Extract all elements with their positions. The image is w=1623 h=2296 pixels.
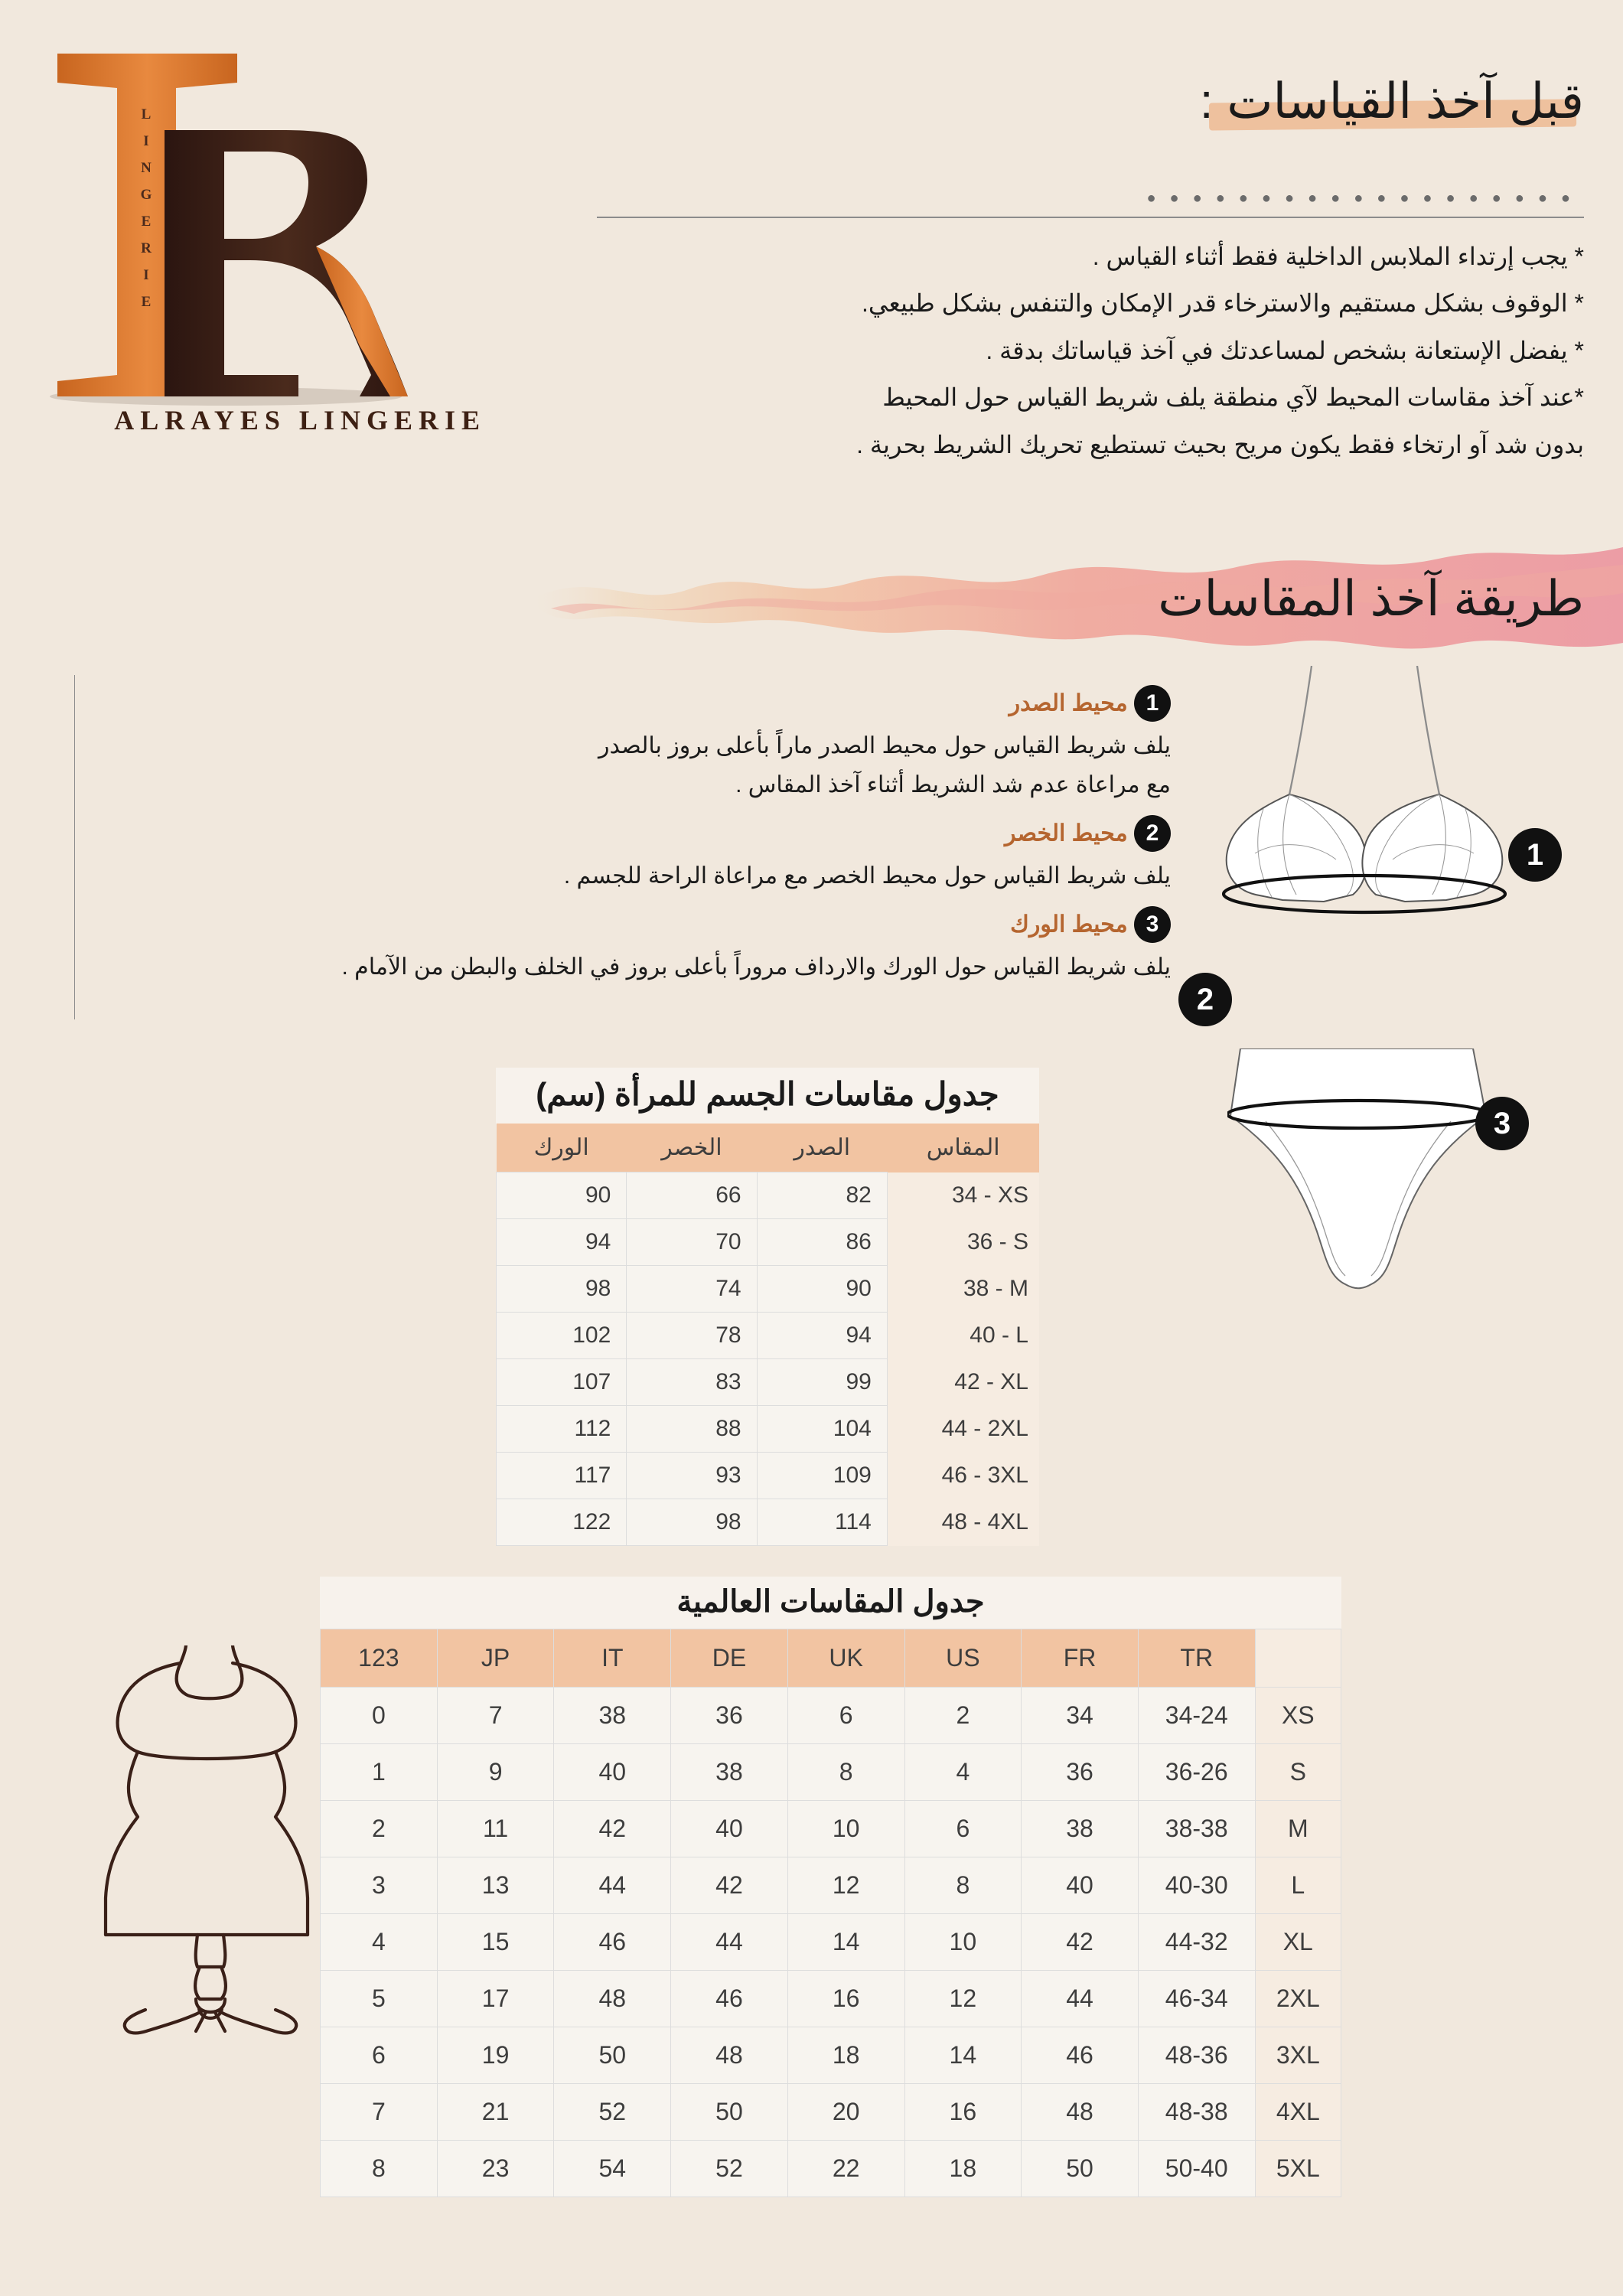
svg-text:N: N (141, 160, 153, 176)
svg-text:E: E (142, 294, 153, 310)
svg-text:R: R (141, 240, 153, 256)
svg-text:L: L (142, 106, 153, 122)
svg-text:I: I (143, 267, 150, 283)
svg-text:E: E (142, 214, 153, 230)
svg-text:I: I (143, 133, 150, 149)
svg-text:G: G (141, 187, 154, 203)
